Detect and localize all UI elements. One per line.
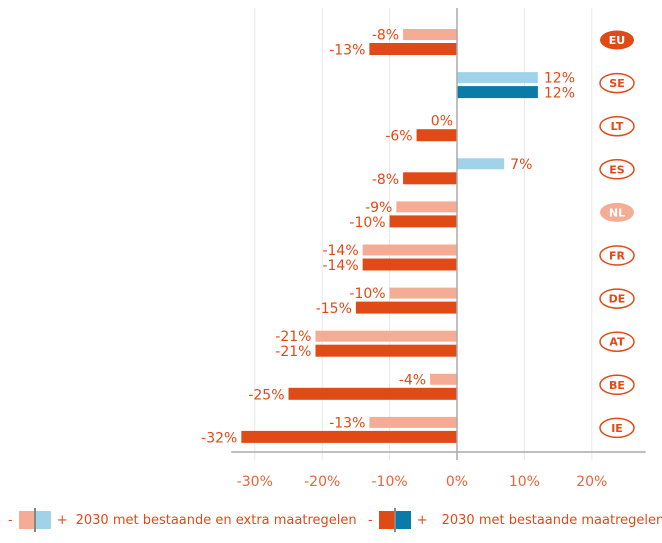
value-label: -6% xyxy=(385,129,412,145)
x-axis: -30% -20% -10% 0% 10% 20% xyxy=(231,8,646,490)
value-label: -10% xyxy=(349,286,385,302)
value-label: -8% xyxy=(372,28,399,44)
value-label: -10% xyxy=(349,215,385,231)
bar-existing-measures xyxy=(457,86,538,99)
swatch-neg xyxy=(18,511,35,529)
legend-minus: - xyxy=(8,512,13,528)
legend-plus: + xyxy=(416,512,428,528)
country-badge xyxy=(599,288,635,309)
value-label: -21% xyxy=(275,329,311,345)
country-badge xyxy=(599,245,635,266)
swatch-pos xyxy=(394,511,411,529)
legend-label: 2030 met bestaande en extra maatregelen xyxy=(75,512,357,528)
bar-extra-measures xyxy=(457,158,505,170)
value-labels: -8%-13%12%12%0%-6%7%-8%-9%-10%-14%-14%-1… xyxy=(201,28,575,447)
bar-existing-measures xyxy=(403,172,457,185)
value-label: 0% xyxy=(431,114,453,130)
x-tick-label: -20% xyxy=(304,474,340,490)
bar-extra-measures xyxy=(396,201,457,213)
country-label: ES xyxy=(609,163,625,176)
country-label: AT xyxy=(609,336,625,349)
bar-existing-measures xyxy=(355,301,457,314)
swatch-neg xyxy=(378,511,395,529)
bar-extra-measures xyxy=(315,330,457,342)
country-badge xyxy=(599,374,635,396)
bar-existing-measures xyxy=(362,258,457,271)
legend-item-extra: - + 2030 met bestaande en extra maatrege… xyxy=(8,508,357,532)
bar-existing-measures xyxy=(241,430,457,443)
bar-extra-measures xyxy=(457,72,538,84)
country-label: DE xyxy=(609,293,626,306)
value-label: -14% xyxy=(322,243,358,259)
bars xyxy=(241,29,538,443)
value-label: 12% xyxy=(544,86,575,102)
value-label: -9% xyxy=(365,200,392,216)
country-badge xyxy=(599,72,635,94)
value-label: -14% xyxy=(322,258,358,274)
country-label: BE xyxy=(609,379,625,392)
x-tick-label: 10% xyxy=(509,474,540,490)
country-badge xyxy=(599,417,635,439)
country-label: FR xyxy=(609,250,626,263)
country-label: LT xyxy=(611,120,624,133)
country-label: SE xyxy=(609,77,624,90)
value-label: -15% xyxy=(316,301,352,317)
bar-existing-measures xyxy=(416,129,457,142)
country-badge xyxy=(599,331,635,352)
value-label: 7% xyxy=(510,157,532,173)
country-badge xyxy=(599,159,635,180)
bar-chart: -8%-13%12%12%0%-6%7%-8%-9%-10%-14%-14%-1… xyxy=(201,8,646,490)
x-tick-label: 0% xyxy=(446,474,468,490)
bar-existing-measures xyxy=(389,215,457,228)
country-label: NL xyxy=(609,206,625,219)
x-tick-label: -10% xyxy=(372,474,408,490)
value-label: -8% xyxy=(372,172,399,188)
legend-swatch-extra xyxy=(18,508,51,532)
gridlines xyxy=(254,8,593,460)
bar-existing-measures xyxy=(315,344,457,357)
value-label: -21% xyxy=(275,344,311,360)
legend-minus: - xyxy=(368,512,373,528)
country-badges: EU SE LT ES NL FR DE AT BE IE xyxy=(599,30,635,439)
value-label: -13% xyxy=(329,415,365,431)
legend-swatch-base xyxy=(378,508,411,532)
x-tick-label: -30% xyxy=(237,474,273,490)
country-label: EU xyxy=(609,34,625,47)
legend-plus: + xyxy=(56,512,68,528)
value-label: -25% xyxy=(248,387,284,403)
bar-extra-measures xyxy=(362,244,457,256)
country-badge xyxy=(600,30,634,50)
swatch-pos xyxy=(34,511,51,529)
value-label: -13% xyxy=(329,43,365,59)
swatch-divider xyxy=(393,508,396,532)
bar-extra-measures xyxy=(403,29,457,40)
bar-existing-measures xyxy=(288,387,457,400)
bar-existing-measures xyxy=(369,43,457,55)
value-label: 12% xyxy=(544,71,575,87)
value-label: -4% xyxy=(399,372,426,388)
bar-extra-measures xyxy=(430,373,457,385)
legend-label: 2030 met bestaande maatregelen xyxy=(441,512,662,528)
country-badge xyxy=(600,202,634,222)
bar-extra-measures xyxy=(369,416,457,428)
bar-extra-measures xyxy=(389,287,457,299)
swatch-divider xyxy=(33,508,36,532)
country-badge xyxy=(599,115,635,137)
legend-item-base: - + 2030 met bestaande maatregelen xyxy=(368,508,662,532)
x-tick-label: 20% xyxy=(576,474,607,490)
country-label: IE xyxy=(611,422,623,435)
value-label: -32% xyxy=(201,430,237,446)
